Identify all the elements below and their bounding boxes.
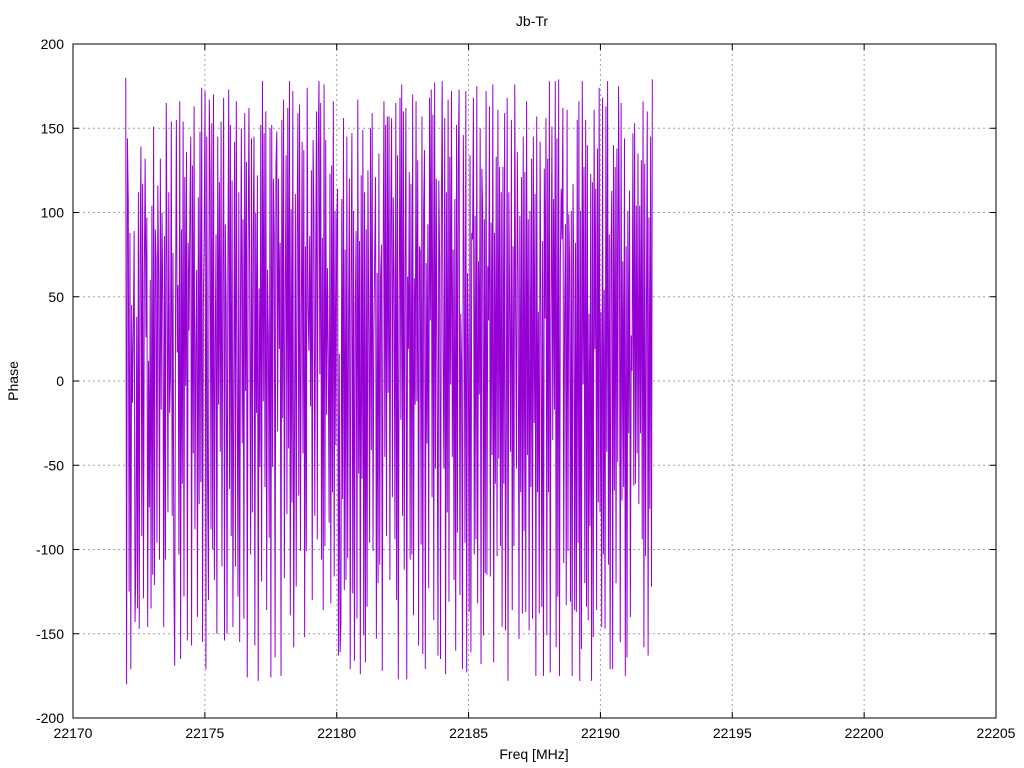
x-tick-label: 22200 [845,725,884,741]
y-tick-label: 150 [41,120,65,136]
y-tick-label: 100 [41,205,65,221]
plot-frame [72,43,997,719]
y-tick-label: 0 [56,373,64,389]
x-tick-label: 22175 [185,725,224,741]
x-tick-label: 22170 [54,725,93,741]
y-tick-label: 50 [48,289,64,305]
labels-layer: 22170 22175 22180 22185 22190 22195 22200 22205… [36,36,1016,741]
x-axis-label: Freq [MHz] [499,746,568,762]
y-tick-label: -50 [44,457,64,473]
y-tick-label: -100 [36,542,64,558]
x-tick-label: 22180 [317,725,356,741]
y-tick-label: -150 [36,626,64,642]
chart-title: Jb-Tr [516,13,548,29]
x-tick-label: 22195 [713,725,752,741]
y-axis-label: Phase [5,361,21,401]
x-tick-label: 22190 [581,725,620,741]
x-tick-label: 22185 [449,725,488,741]
phase-series-line [125,77,653,685]
series-layer [125,77,653,685]
x-tick-label: 22205 [977,725,1016,741]
y-tick-label: -200 [36,710,64,726]
y-tick-label: 200 [41,36,65,52]
